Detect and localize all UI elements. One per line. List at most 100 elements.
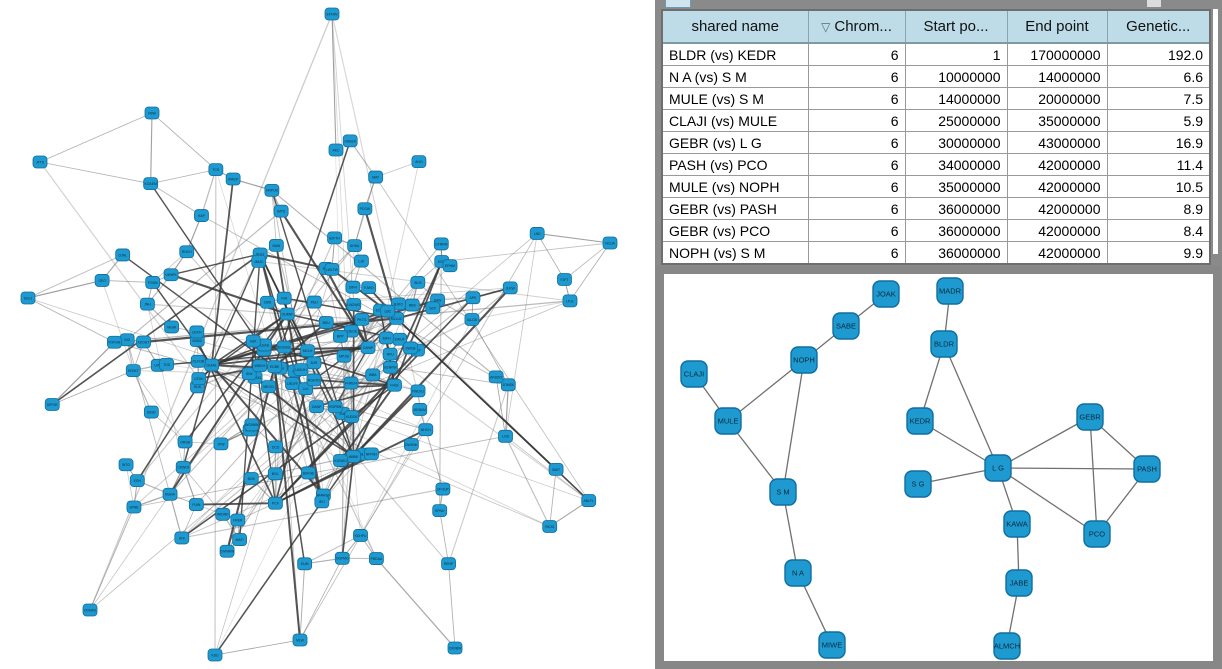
- network-node-L G[interactable]: L G: [984, 454, 1012, 482]
- network-node-MULE[interactable]: MULE: [714, 407, 742, 435]
- hairball-node[interactable]: BPP: [333, 329, 348, 343]
- hairball-node[interactable]: EFFAN: [324, 7, 340, 21]
- hairball-node[interactable]: BUHA: [162, 487, 178, 501]
- hairball-node[interactable]: DIPGR: [44, 398, 60, 411]
- hairball-node[interactable]: NFFMJ: [364, 447, 379, 461]
- hairball-node[interactable]: ORSB: [177, 435, 193, 449]
- column-header-genetic-[interactable]: Genetic...: [1107, 11, 1209, 44]
- hairball-node[interactable]: JUFH: [378, 331, 394, 345]
- hairball-node[interactable]: CANIP: [360, 341, 376, 354]
- hairball-node[interactable]: LPJL: [562, 294, 578, 308]
- hairball-node[interactable]: EUM: [297, 557, 313, 571]
- hairball-node[interactable]: LRDFF: [285, 377, 300, 390]
- network-edge-BLDR-L G[interactable]: [943, 343, 999, 469]
- network-edge-L G-PCO[interactable]: [997, 467, 1098, 535]
- hairball-node[interactable]: CWRWW: [219, 544, 235, 558]
- hairball-node[interactable]: JMUC: [251, 254, 267, 268]
- column-header-start-po-[interactable]: Start po...: [905, 11, 1008, 44]
- hairball-node[interactable]: KUDDE: [344, 410, 360, 423]
- hairball-node[interactable]: BDU: [318, 316, 334, 329]
- hairball-node[interactable]: ODNAD: [82, 603, 98, 617]
- hairball-node[interactable]: TOS: [159, 358, 174, 371]
- hairball-node[interactable]: OJNL: [115, 248, 131, 262]
- filter-icon[interactable]: ▽: [821, 20, 831, 34]
- network-node-JOAK[interactable]: JOAK: [872, 280, 900, 308]
- hairball-node[interactable]: UKKJH: [293, 363, 309, 377]
- network-node-KAWA[interactable]: KAWA: [1003, 510, 1031, 538]
- hairball-node[interactable]: AFBOO: [488, 370, 504, 384]
- hairball-node[interactable]: RNCH: [179, 245, 195, 259]
- hairball-node[interactable]: NJK: [245, 334, 261, 348]
- hairball-node[interactable]: LOS: [498, 429, 513, 443]
- hairball-node[interactable]: OUMW: [279, 307, 295, 321]
- network-edge-L G-PASH[interactable]: [997, 467, 1148, 470]
- hairball-node[interactable]: SCF: [425, 301, 441, 315]
- hairball-node[interactable]: BUKHE: [301, 466, 316, 480]
- hairball-node[interactable]: PCF: [268, 496, 283, 510]
- hairball-node[interactable]: SFDKT: [125, 364, 141, 378]
- hairball-node[interactable]: CFRRM: [433, 237, 449, 251]
- hairball-node[interactable]: IEIJ: [314, 495, 330, 509]
- network-edge-NOPH-S M[interactable]: [782, 359, 805, 493]
- hairball-node[interactable]: KSU: [207, 648, 223, 662]
- hairball-node[interactable]: EWUF: [392, 332, 408, 346]
- hairball-node[interactable]: PCGW: [357, 202, 373, 216]
- network-node-JABE[interactable]: JABE: [1005, 569, 1033, 597]
- hairball-node[interactable]: WGIWW: [244, 418, 260, 432]
- hairball-node[interactable]: MEBAM: [412, 403, 428, 416]
- hairball-node[interactable]: IPAEP: [225, 172, 241, 186]
- network-edge-GEBR-PCO[interactable]: [1089, 416, 1098, 535]
- hairball-node[interactable]: FGDN: [145, 276, 161, 289]
- hairball-node[interactable]: CKWOI: [175, 460, 191, 474]
- hairball-node[interactable]: LBC: [380, 304, 396, 318]
- hairball-node[interactable]: WBGH: [252, 359, 268, 373]
- hairball-node[interactable]: RBS: [404, 298, 420, 312]
- table-row[interactable]: GEBR (vs) PASH 6 36000000 42000000 8.9: [663, 197, 1209, 220]
- network-node-N A[interactable]: N A: [784, 559, 812, 587]
- hairball-node[interactable]: DWSHK: [403, 438, 419, 451]
- hairball-node[interactable]: FHGI: [387, 378, 402, 392]
- hairball-node[interactable]: WIDRD: [215, 507, 231, 521]
- hairball-node[interactable]: OAEEK: [342, 134, 358, 148]
- hairball-node[interactable]: ERHM: [442, 259, 458, 273]
- hairball-node[interactable]: KKOGT: [136, 335, 151, 349]
- network-node-S G[interactable]: S G: [904, 470, 932, 498]
- hairball-node[interactable]: FOFGN: [107, 335, 122, 349]
- hairball-node[interactable]: IDW: [241, 367, 257, 381]
- table-scrollbar[interactable]: [1213, 9, 1218, 254]
- column-header-end-point[interactable]: End point: [1007, 11, 1108, 44]
- hairball-node[interactable]: KAP: [194, 209, 209, 222]
- hairball-node[interactable]: OLFOB: [190, 354, 206, 368]
- network-node-S M[interactable]: S M: [769, 478, 797, 506]
- hairball-node[interactable]: MATI: [232, 533, 248, 546]
- hairball-node[interactable]: REHP: [441, 557, 456, 571]
- hairball-node[interactable]: FWLKU: [410, 384, 426, 398]
- table-tab-fragment[interactable]: [665, 0, 691, 8]
- hairball-node[interactable]: LND: [529, 227, 545, 240]
- network-node-PASH[interactable]: PASH: [1133, 455, 1161, 483]
- hairball-node[interactable]: FUIN: [188, 498, 204, 511]
- hairball-node[interactable]: KOAEM: [143, 177, 159, 191]
- hairball-node[interactable]: PBDAA: [369, 552, 384, 565]
- hairball-node[interactable]: EOUSG: [276, 340, 292, 354]
- network-node-PCO[interactable]: PCO: [1083, 520, 1111, 548]
- column-header-chrom-[interactable]: ▽ Chrom...: [808, 11, 906, 44]
- hairball-node[interactable]: SMIT: [548, 462, 564, 476]
- hairball-node[interactable]: GIG: [119, 333, 135, 347]
- hairball-node[interactable]: MLW: [292, 633, 308, 647]
- hairball-node[interactable]: AHO: [411, 155, 427, 169]
- hairball-node[interactable]: SPNE: [126, 500, 142, 514]
- hairball-node[interactable]: BJKO: [391, 297, 406, 311]
- table-row[interactable]: MULE (vs) S M 6 14000000 20000000 7.5: [663, 87, 1209, 110]
- hairball-node[interactable]: FJFT: [557, 273, 572, 286]
- hairball-node[interactable]: DIFH: [345, 280, 361, 294]
- hairball-node[interactable]: GUHIL: [204, 358, 220, 372]
- hairball-node[interactable]: SILB: [410, 276, 426, 289]
- network-node-SABE[interactable]: SABE: [832, 312, 860, 340]
- table-row[interactable]: PASH (vs) PCO 6 34000000 42000000 11.4: [663, 153, 1209, 176]
- hairball-node[interactable]: RGHTD: [306, 373, 322, 387]
- hairball-node[interactable]: SWCB: [403, 341, 418, 355]
- hairball-node[interactable]: JFTS: [32, 155, 48, 169]
- hairball-node[interactable]: SPNU: [432, 504, 448, 518]
- hairball-node[interactable]: IMTS: [273, 204, 289, 218]
